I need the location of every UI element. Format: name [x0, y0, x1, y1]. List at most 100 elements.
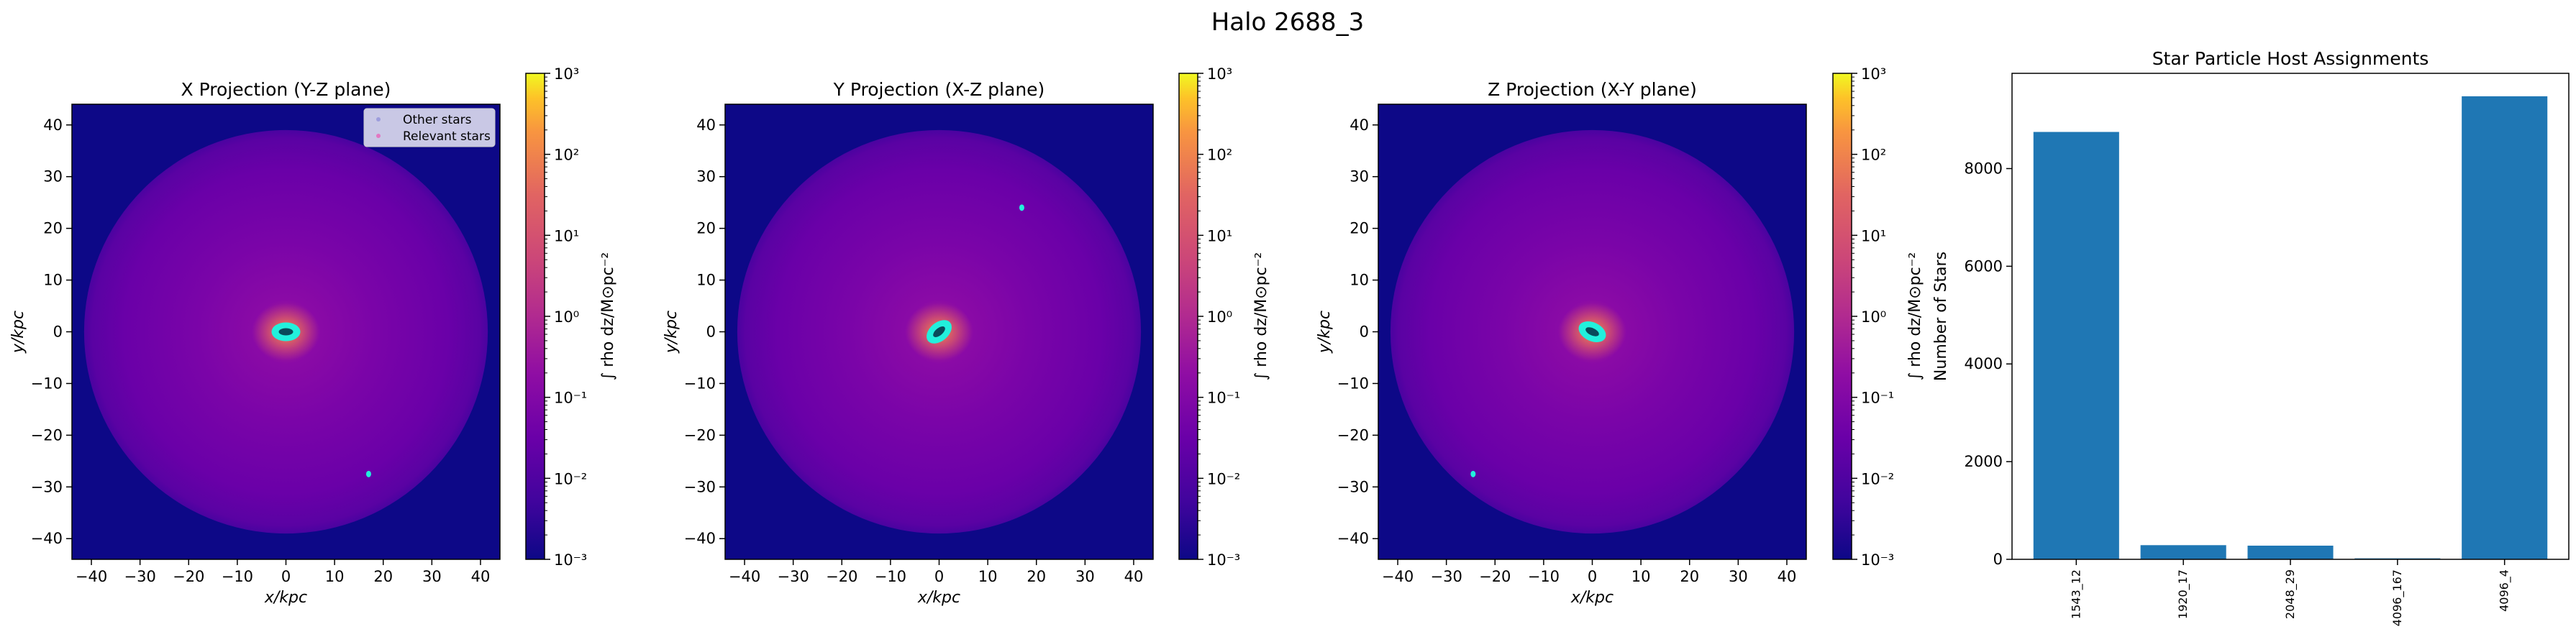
- y-tick-label: −40: [1337, 530, 1369, 547]
- colorbar-tick-label: 10²: [554, 147, 579, 164]
- colorbar-tick-label: 10¹: [1861, 227, 1886, 244]
- y-tick-label: −30: [31, 478, 63, 495]
- x-axis-label: x/kpc: [1570, 589, 1614, 607]
- x-tick-label: −10: [1528, 568, 1560, 585]
- x-tick-label: −20: [826, 568, 857, 585]
- y-tick-label: 10: [1350, 272, 1369, 289]
- y-tick-label: 30: [1350, 168, 1369, 185]
- colorbar-tick-label: 10⁻²: [554, 470, 587, 487]
- x-tick-label: −40: [76, 568, 107, 585]
- colorbar-label: ∫ rho dz/M⊙pc⁻²: [1906, 252, 1924, 380]
- colorbar-gradient: [1832, 73, 1852, 560]
- legend-marker-relevant: [376, 134, 381, 138]
- x-tick-label: 10: [1631, 568, 1651, 585]
- satellite-stars-1: [1470, 470, 1476, 477]
- bar-1920_17: [2140, 545, 2226, 559]
- y-tick-label: 20: [1350, 220, 1369, 237]
- y-tick-label: −30: [1337, 478, 1369, 495]
- x-tick-label: −30: [1430, 568, 1462, 585]
- colorbar-tick-label: 10³: [1861, 65, 1886, 83]
- y-tick-label: 0: [53, 324, 63, 341]
- colorbar-tick-label: 10⁻³: [554, 551, 587, 569]
- y-tick-label: 20: [696, 220, 716, 237]
- colorbar-tick-label: 10⁻³: [1861, 551, 1894, 569]
- y-tick-label: −30: [684, 478, 716, 495]
- x-tick-label: 40: [1778, 568, 1797, 585]
- projection-panel-3: −40 −40 −30 −30 −20 −20 −10 −10 0 0 10 10 20 20 30 30 40…: [1316, 65, 1924, 607]
- colorbar-tick-label: 10⁻³: [1207, 551, 1240, 569]
- x-tick-label: 0: [1588, 568, 1597, 585]
- satellite-stars-1: [1019, 204, 1024, 211]
- y-tick-label: 0: [1360, 324, 1369, 341]
- y-tick-label: 10: [696, 272, 716, 289]
- y-tick-label: 0: [1993, 551, 2003, 568]
- colorbar-tick-label: 10¹: [554, 227, 579, 244]
- x-tick-label: 30: [1075, 568, 1095, 585]
- figure-title: Halo 2688_3: [1211, 8, 1365, 37]
- x-tick-label: −20: [1479, 568, 1511, 585]
- bar-1543_12: [2033, 132, 2119, 559]
- x-tick-label: 30: [422, 568, 442, 585]
- x-tick-label: 40: [471, 568, 491, 585]
- x-tick-label: 20: [1027, 568, 1046, 585]
- x-tick-label: 4096_4: [2498, 569, 2512, 612]
- y-tick-label: 30: [43, 168, 63, 185]
- satellite-stars-1: [365, 470, 371, 477]
- y-tick-label: 2000: [1965, 453, 2003, 470]
- colorbar-tick-label: 10³: [1207, 65, 1232, 83]
- x-tick-label: −20: [173, 568, 204, 585]
- y-tick-label: −20: [684, 426, 716, 444]
- panel-title: Y Projection (X-Z plane): [833, 79, 1045, 100]
- y-tick-label: −20: [31, 426, 63, 444]
- colorbar-tick-label: 10⁻¹: [554, 390, 587, 407]
- x-tick-label: −30: [124, 568, 155, 585]
- x-tick-label: −10: [875, 568, 906, 585]
- legend-box: [363, 108, 496, 147]
- y-tick-label: −40: [684, 530, 716, 547]
- y-tick-label: 4000: [1965, 355, 2003, 372]
- y-tick-label: 40: [696, 116, 716, 134]
- y-tick-label: 30: [696, 168, 716, 185]
- y-axis-label: Number of Stars: [1932, 252, 1950, 381]
- bar-chart-panel: 1543_12 1920_17 2048_29 4096_167 4096_4 0 2000…: [1932, 48, 2570, 626]
- bar-2048_29: [2247, 545, 2334, 559]
- x-tick-label: 30: [1729, 568, 1748, 585]
- x-tick-label: −10: [222, 568, 253, 585]
- y-tick-label: 20: [43, 220, 63, 237]
- projection-panel-1: −40 −40 −30 −30 −20 −20 −10 −10 0 0 10 10 20 20 30 30 40…: [9, 65, 617, 607]
- y-tick-label: 40: [1350, 116, 1369, 134]
- legend-label-other: Other stars: [403, 113, 472, 127]
- x-tick-label: 20: [1680, 568, 1699, 585]
- y-axis-label: y/kpc: [1316, 311, 1334, 354]
- legend: Other stars Relevant stars: [363, 108, 496, 147]
- colorbar-tick-label: 10²: [1207, 147, 1232, 164]
- x-axis-label: x/kpc: [264, 589, 307, 607]
- x-tick-label: 1543_12: [2069, 569, 2083, 619]
- x-tick-label: 40: [1124, 568, 1144, 585]
- x-tick-label: −40: [729, 568, 760, 585]
- x-tick-label: −40: [1382, 568, 1414, 585]
- axes-frame: [2011, 73, 2570, 560]
- panel-title: X Projection (Y-Z plane): [181, 79, 391, 100]
- x-tick-label: −30: [777, 568, 809, 585]
- colorbar-gradient: [525, 73, 545, 560]
- y-tick-label: 8000: [1965, 160, 2003, 177]
- y-axis-label: y/kpc: [9, 311, 27, 354]
- core-dark-center: [933, 326, 945, 337]
- x-tick-label: 10: [978, 568, 998, 585]
- x-tick-label: 20: [373, 568, 393, 585]
- y-axis-label: y/kpc: [663, 311, 681, 354]
- y-tick-label: −10: [31, 375, 63, 392]
- x-tick-label: 10: [325, 568, 345, 585]
- colorbar: 10⁻³ 10⁻² 10⁻¹ 10⁰ 10¹ 10² 10³ ∫ rho dz/M⊙pc⁻²: [1832, 65, 1924, 569]
- bar-4096_4: [2462, 96, 2548, 560]
- colorbar-tick-label: 10⁻¹: [1207, 390, 1240, 407]
- core-dark-center: [278, 328, 293, 336]
- colorbar-label: ∫ rho dz/M⊙pc⁻²: [599, 252, 617, 380]
- y-tick-label: 10: [43, 272, 63, 289]
- y-tick-label: 40: [43, 116, 63, 134]
- y-tick-label: −10: [1337, 375, 1369, 392]
- x-tick-label: 0: [934, 568, 944, 585]
- y-tick-label: 0: [706, 324, 716, 341]
